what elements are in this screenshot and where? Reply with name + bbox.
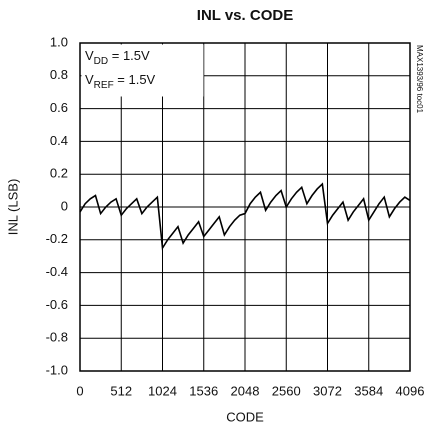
annotation-box — [81, 44, 204, 97]
annotation-sub: DD — [94, 56, 108, 67]
annotation-text: V — [85, 72, 94, 87]
annotation: VDD = 1.5V — [85, 48, 150, 66]
y-tick-label: 0.6 — [50, 100, 68, 115]
annotation: VREF = 1.5V — [85, 72, 156, 90]
x-tick-label: 1536 — [189, 383, 218, 398]
x-tick-label: 3072 — [313, 383, 342, 398]
annotation-rest: = 1.5V — [108, 48, 150, 63]
y-tick-label: 0 — [61, 198, 68, 213]
side-note: MAX1393/96 toc01 — [415, 45, 424, 114]
x-tick-label: 0 — [76, 383, 83, 398]
data-line — [79, 182, 411, 251]
y-tick-label: 0.4 — [50, 133, 68, 148]
y-tick-label: -0.2 — [46, 231, 68, 246]
plot-frame — [79, 42, 411, 372]
y-tick-label: 0.8 — [50, 67, 68, 82]
chart-title: INL vs. CODE — [197, 7, 293, 24]
x-tick-label: 512 — [110, 383, 132, 398]
y-tick-label: 0.2 — [50, 166, 68, 181]
y-tick-label: -0.6 — [46, 297, 68, 312]
x-tick-label: 3584 — [354, 383, 383, 398]
y-tick-label: -0.8 — [46, 330, 68, 345]
x-tick-label: 2048 — [231, 383, 260, 398]
y-tick-label: -0.4 — [46, 264, 68, 279]
y-axis-label: INL (LSB) — [5, 179, 20, 236]
x-tick-label: 1024 — [148, 383, 177, 398]
annotation-rest: = 1.5V — [114, 72, 156, 87]
y-tick-label: -1.0 — [46, 362, 68, 377]
x-tick-label: 2560 — [272, 383, 301, 398]
y-tick-label: 1.0 — [50, 34, 68, 49]
annotation-text: V — [85, 48, 94, 63]
annotation-sub: REF — [94, 80, 114, 91]
x-axis-label: CODE — [226, 409, 264, 424]
x-tick-label: 4096 — [396, 383, 425, 398]
